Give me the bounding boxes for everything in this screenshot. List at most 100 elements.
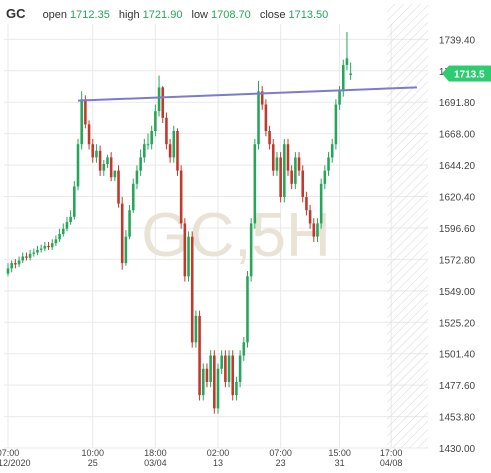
candle-body (150, 131, 153, 144)
candle-body (338, 91, 341, 104)
candle (276, 152, 279, 176)
candle (265, 99, 268, 136)
candle-body (132, 184, 135, 210)
candle (206, 363, 209, 387)
candle-body (47, 246, 50, 247)
candle (18, 256, 21, 267)
candle (327, 152, 330, 176)
candle-body (246, 276, 249, 342)
watermark: GC,5H (141, 201, 330, 270)
candle-body (62, 229, 65, 234)
candle (91, 139, 94, 163)
candle (161, 86, 164, 123)
candle-body (21, 256, 24, 260)
candle-body (198, 316, 201, 395)
candle-body (173, 131, 176, 157)
candle (301, 165, 304, 202)
candle-body (316, 223, 319, 236)
candle (324, 165, 327, 189)
candle-body (25, 256, 28, 257)
candle-body (349, 74, 352, 76)
candle-body (139, 157, 142, 170)
x-tick-label: 10:00 (81, 448, 104, 458)
candle (335, 99, 338, 149)
y-tick-label: 1549.00 (439, 287, 476, 298)
x-tick-date-label: 23 (276, 458, 286, 468)
candle-body (106, 157, 109, 164)
candle (143, 139, 146, 163)
candle-body (195, 316, 198, 342)
y-tick-label: 1572.80 (439, 255, 476, 266)
candle (279, 152, 282, 202)
candle-body (187, 237, 190, 277)
candle (320, 179, 323, 229)
candle (294, 152, 297, 189)
candle (257, 81, 260, 150)
candle-body (10, 263, 13, 268)
candle (209, 350, 212, 387)
candle-body (235, 382, 238, 395)
candle-body (254, 144, 257, 223)
x-axis: 07:0002/12/202010:002518:0003/0402:00130… (0, 448, 402, 468)
candle (202, 363, 205, 400)
candle-body (184, 223, 187, 276)
candle (139, 149, 142, 175)
candle (298, 152, 301, 176)
candle-body (143, 144, 146, 157)
candle (239, 350, 242, 387)
candle-body (202, 369, 205, 395)
candle-body (268, 131, 271, 144)
trendline[interactable] (78, 87, 417, 100)
candle-body (58, 234, 61, 239)
candle-body (103, 164, 106, 171)
candle (147, 134, 150, 150)
candle (29, 250, 32, 261)
candle (213, 350, 216, 413)
y-tick-label: 1525.20 (439, 318, 476, 329)
candle (77, 139, 80, 191)
candle (191, 231, 194, 347)
candle (331, 139, 334, 163)
candle-body (331, 144, 334, 157)
candle-body (250, 223, 253, 276)
candle (217, 363, 220, 413)
candle (132, 179, 135, 213)
candle (106, 155, 109, 168)
candle-body (66, 222, 69, 229)
y-tick-label: 1430.00 (439, 444, 476, 455)
candle-body (294, 157, 297, 183)
y-tick-label: 1596.60 (439, 224, 476, 235)
candle (228, 350, 231, 387)
candle (246, 271, 249, 348)
candle-body (154, 111, 157, 131)
candle-body (279, 157, 282, 197)
candle-body (7, 268, 10, 273)
candle-body (95, 151, 98, 158)
candle (125, 230, 128, 266)
candle (158, 76, 161, 117)
candle-body (287, 144, 290, 170)
candle (136, 165, 139, 189)
candle-body (158, 87, 161, 111)
candle-body (55, 239, 58, 243)
candle (287, 139, 290, 176)
candle-body (324, 171, 327, 184)
candle (169, 139, 172, 163)
candle (173, 126, 176, 163)
candle-body (161, 87, 164, 117)
candle (69, 210, 72, 225)
candle-body (121, 204, 124, 263)
candle (254, 139, 257, 229)
candle-body (305, 197, 308, 210)
candle-body (206, 369, 209, 382)
y-tick-label: 1668.00 (439, 130, 476, 141)
candle-body (313, 223, 316, 236)
candle-body (14, 263, 17, 264)
x-tick-date-label: 13 (213, 458, 223, 468)
candle (110, 152, 113, 181)
candle (224, 350, 227, 387)
candle-body (265, 105, 268, 131)
candle-body (84, 99, 87, 124)
candle (180, 165, 183, 228)
